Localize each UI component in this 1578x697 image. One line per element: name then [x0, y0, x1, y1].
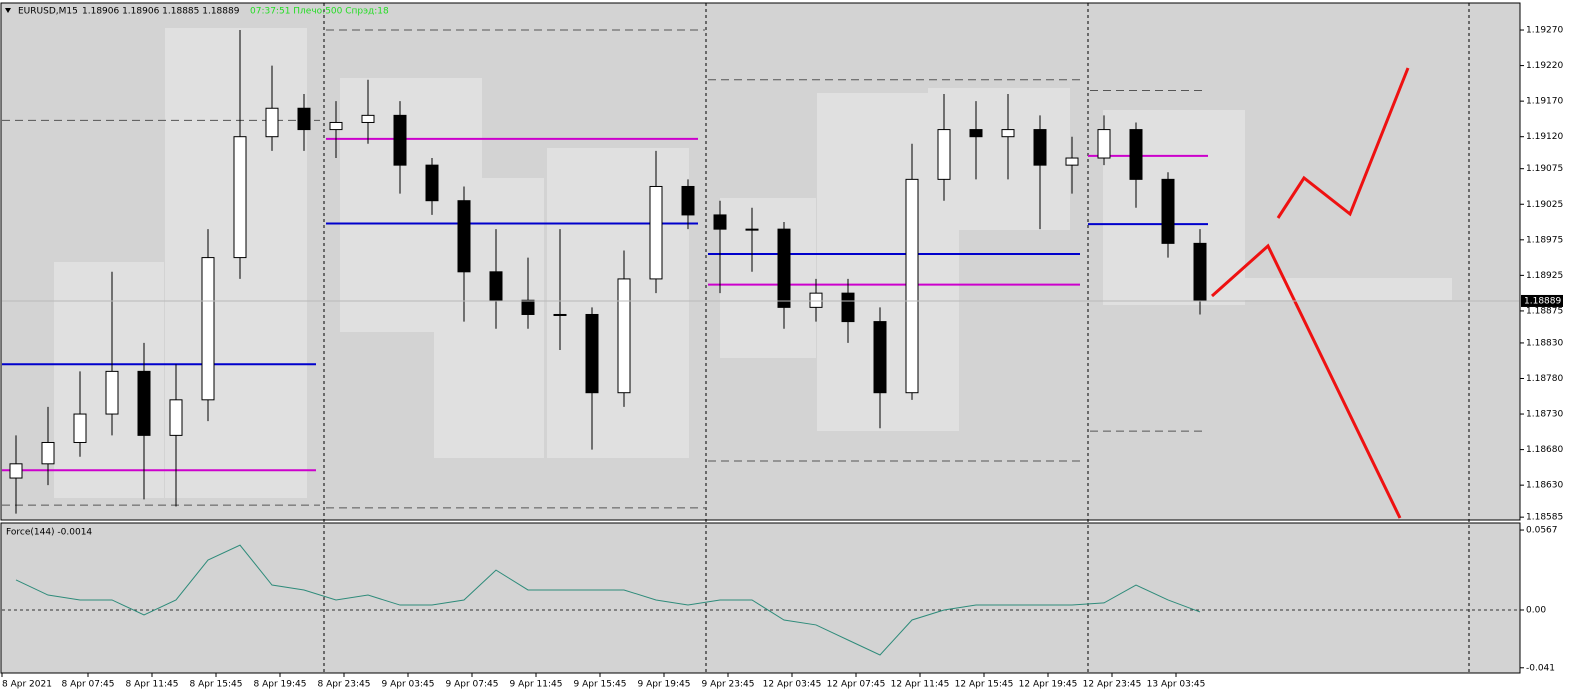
candle-body: [329, 121, 343, 131]
x-tick-label: 13 Apr 03:45: [1147, 680, 1206, 690]
day-separators: [323, 3, 1470, 673]
forecast-arrows: [1211, 67, 1410, 519]
candle-body: [1065, 157, 1079, 166]
candle-body: [713, 214, 727, 230]
price-marker-label: 1.18889: [1524, 296, 1561, 306]
y-tick-label: 1.18925: [1526, 271, 1563, 281]
candle-body: [489, 271, 503, 301]
x-tick-label: 9 Apr 07:45: [446, 680, 499, 690]
session-box: [720, 198, 816, 358]
candle-body: [905, 178, 919, 394]
x-tick-label: 8 Apr 15:45: [190, 680, 243, 690]
candle-body: [521, 299, 535, 315]
x-tick-label: 8 Apr 2021: [2, 680, 52, 690]
candle-body: [617, 278, 631, 394]
x-tick-label: 12 Apr 15:45: [955, 680, 1014, 690]
candle-body: [233, 136, 247, 259]
x-tick-label: 8 Apr 07:45: [62, 680, 115, 690]
y-tick-label: 1.19025: [1526, 200, 1563, 210]
candle-body: [425, 164, 439, 202]
candle-body: [201, 257, 215, 401]
collapse-icon[interactable]: [5, 8, 11, 13]
x-tick-label: 9 Apr 15:45: [574, 680, 627, 690]
forecast-path: [1211, 243, 1402, 519]
candle-body: [9, 463, 23, 479]
candle-body: [105, 370, 119, 415]
x-tick-label: 9 Apr 23:45: [702, 680, 755, 690]
y-tick-label: 0.0567: [1526, 526, 1558, 536]
x-tick-label: 12 Apr 23:45: [1083, 680, 1142, 690]
x-tick-label: 8 Apr 11:45: [126, 680, 179, 690]
candle-body: [649, 185, 663, 280]
indicator-title: Force(144) -0.0014: [6, 528, 92, 538]
y-tick-label: 1.18875: [1526, 306, 1563, 316]
candle-body: [1001, 129, 1015, 138]
candle-body: [745, 228, 759, 231]
y-tick-label: 1.18630: [1526, 481, 1563, 491]
y-tick-label: 1.18680: [1526, 445, 1563, 455]
candle-body: [1097, 129, 1111, 159]
y-tick-label: 1.19270: [1526, 26, 1563, 36]
candle-body: [969, 129, 983, 138]
candle-body: [585, 313, 599, 394]
y-tick-label: 1.18730: [1526, 410, 1563, 420]
candle-body: [393, 114, 407, 166]
status: 07:37:51 Плечо:500 Спрэд:18: [250, 7, 389, 17]
y-tick-label: 1.19075: [1526, 164, 1563, 174]
candle-body: [457, 200, 471, 273]
y-tick-label: 1.19170: [1526, 97, 1563, 107]
y-tick-label: 1.18780: [1526, 374, 1563, 384]
session-box: [434, 178, 544, 458]
y-tick-label: 1.18830: [1526, 338, 1563, 348]
y-tick-label: 1.19120: [1526, 132, 1563, 142]
candle-body: [553, 313, 567, 316]
quote: 1.18906 1.18906 1.18885 1.18889: [82, 7, 240, 17]
price-marker: [1521, 294, 1563, 307]
x-tick-label: 9 Apr 03:45: [382, 680, 435, 690]
x-tick-label: 12 Apr 19:45: [1019, 680, 1078, 690]
symbol: EURUSD,M15: [18, 7, 78, 17]
session-box: [1245, 278, 1452, 300]
candle-body: [137, 370, 151, 436]
candle-body: [1161, 178, 1175, 244]
candle-body: [937, 129, 951, 180]
candle-body: [169, 399, 183, 436]
candle-body: [1033, 129, 1047, 166]
candle-body: [41, 441, 55, 465]
x-tick-label: 8 Apr 19:45: [254, 680, 307, 690]
candle-body: [297, 107, 311, 131]
candle-body: [809, 292, 823, 308]
candle-body: [361, 114, 375, 123]
candle-body: [1129, 129, 1143, 180]
x-tick-label: 9 Apr 19:45: [638, 680, 691, 690]
x-tick-label: 12 Apr 11:45: [891, 680, 950, 690]
candle-body: [681, 185, 695, 216]
y-tick-label: 0.00: [1526, 605, 1546, 615]
candle-body: [777, 228, 791, 308]
indicator-panel: [0, 522, 1521, 674]
forecast-path: [1276, 67, 1410, 219]
y-tick-label: 1.18975: [1526, 235, 1563, 245]
x-tick-label: 8 Apr 23:45: [318, 680, 371, 690]
x-tick-label: 12 Apr 07:45: [827, 680, 886, 690]
y-tick-label: 1.18585: [1526, 513, 1563, 523]
y-tick-label: 1.19220: [1526, 61, 1563, 71]
y-tick-label: -0.041: [1526, 663, 1555, 673]
x-tick-label: 12 Apr 03:45: [763, 680, 822, 690]
candle-body: [1193, 242, 1207, 302]
candle-body: [265, 107, 279, 138]
force-line: [15, 544, 1201, 656]
candle-body: [841, 292, 855, 323]
candle-body: [73, 413, 87, 443]
session-box: [165, 28, 307, 498]
candle-body: [873, 321, 887, 394]
x-tick-label: 9 Apr 11:45: [510, 680, 563, 690]
